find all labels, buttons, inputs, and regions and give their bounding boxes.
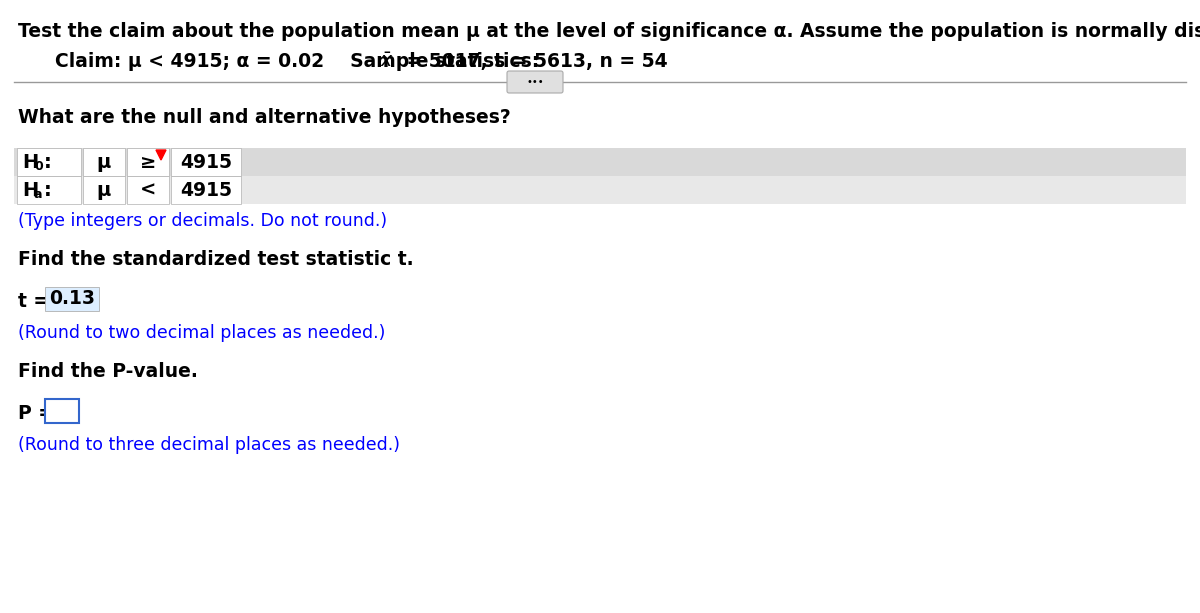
Text: 0.13: 0.13 [49, 289, 95, 308]
Text: t =: t = [18, 292, 49, 311]
FancyBboxPatch shape [46, 399, 79, 423]
Text: H: H [22, 153, 38, 172]
Text: •••: ••• [526, 77, 544, 87]
Text: H: H [22, 180, 38, 199]
FancyBboxPatch shape [172, 176, 241, 204]
Text: ≥: ≥ [140, 153, 156, 172]
FancyBboxPatch shape [172, 148, 241, 176]
Text: (Round to three decimal places as needed.): (Round to three decimal places as needed… [18, 436, 400, 454]
FancyBboxPatch shape [508, 71, 563, 93]
Text: What are the null and alternative hypotheses?: What are the null and alternative hypoth… [18, 108, 511, 127]
Polygon shape [156, 150, 166, 160]
Text: (Round to two decimal places as needed.): (Round to two decimal places as needed.) [18, 324, 385, 342]
Text: <: < [140, 180, 156, 199]
Text: Claim: μ < 4915; α = 0.02    Sample statistics:: Claim: μ < 4915; α = 0.02 Sample statist… [55, 52, 546, 71]
Text: a: a [34, 188, 42, 200]
FancyBboxPatch shape [17, 176, 82, 204]
FancyBboxPatch shape [17, 148, 82, 176]
Bar [14, 148, 1186, 176]
FancyBboxPatch shape [127, 148, 169, 176]
FancyBboxPatch shape [83, 176, 125, 204]
Text: 4915: 4915 [180, 153, 232, 172]
FancyBboxPatch shape [127, 176, 169, 204]
FancyBboxPatch shape [83, 148, 125, 176]
Text: μ: μ [97, 180, 112, 199]
Text: 0: 0 [34, 159, 43, 172]
Text: Test the claim about the population mean μ at the level of significance α. Assum: Test the claim about the population mean… [18, 22, 1200, 41]
Text: = 5017, s = 5613, n = 54: = 5017, s = 5613, n = 54 [400, 52, 667, 71]
Text: 4915: 4915 [180, 180, 232, 199]
Text: $\bar{x}$: $\bar{x}$ [380, 52, 394, 71]
Text: μ: μ [97, 153, 112, 172]
Text: (Type integers or decimals. Do not round.): (Type integers or decimals. Do not round… [18, 212, 388, 230]
FancyBboxPatch shape [46, 287, 98, 311]
Text: P =: P = [18, 404, 54, 423]
Text: Find the standardized test statistic t.: Find the standardized test statistic t. [18, 250, 414, 269]
Text: Find the P-value.: Find the P-value. [18, 362, 198, 381]
Bar [14, 176, 1186, 204]
Text: :: : [44, 180, 52, 199]
Text: :: : [44, 153, 52, 172]
